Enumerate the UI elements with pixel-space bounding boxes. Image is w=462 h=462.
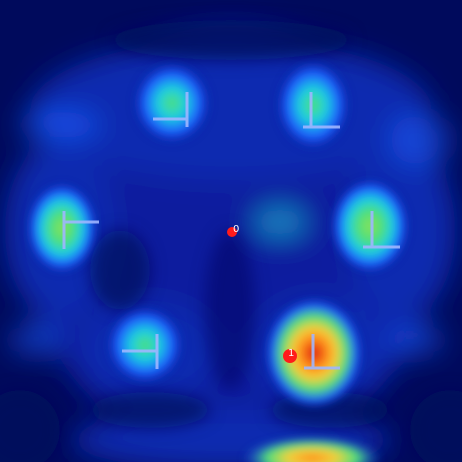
corner-glyph-top-left — [153, 92, 189, 127]
corner-glyph-bottom-right — [304, 334, 340, 370]
point-label-0: 0 — [233, 224, 239, 235]
point-markers: 0 1 — [227, 224, 297, 363]
hotspot-bottom-left — [105, 305, 185, 385]
hotspot-top-right — [275, 59, 351, 151]
hotspot-middle-right — [330, 178, 410, 274]
corner-glyph-top-right — [303, 92, 340, 129]
corner-glyph-middle-left — [62, 211, 99, 249]
point-marker-0 — [227, 227, 237, 237]
point-label-1: 1 — [288, 348, 294, 359]
hotspot-middle-left — [26, 182, 98, 274]
corner-glyph-bottom-left — [122, 334, 159, 369]
corner-glyphs — [62, 92, 400, 370]
hotspot-bottom-edge — [242, 436, 382, 462]
point-marker-1 — [283, 349, 297, 363]
hotspot-top-left — [132, 61, 212, 145]
corner-glyph-middle-right — [363, 211, 400, 249]
